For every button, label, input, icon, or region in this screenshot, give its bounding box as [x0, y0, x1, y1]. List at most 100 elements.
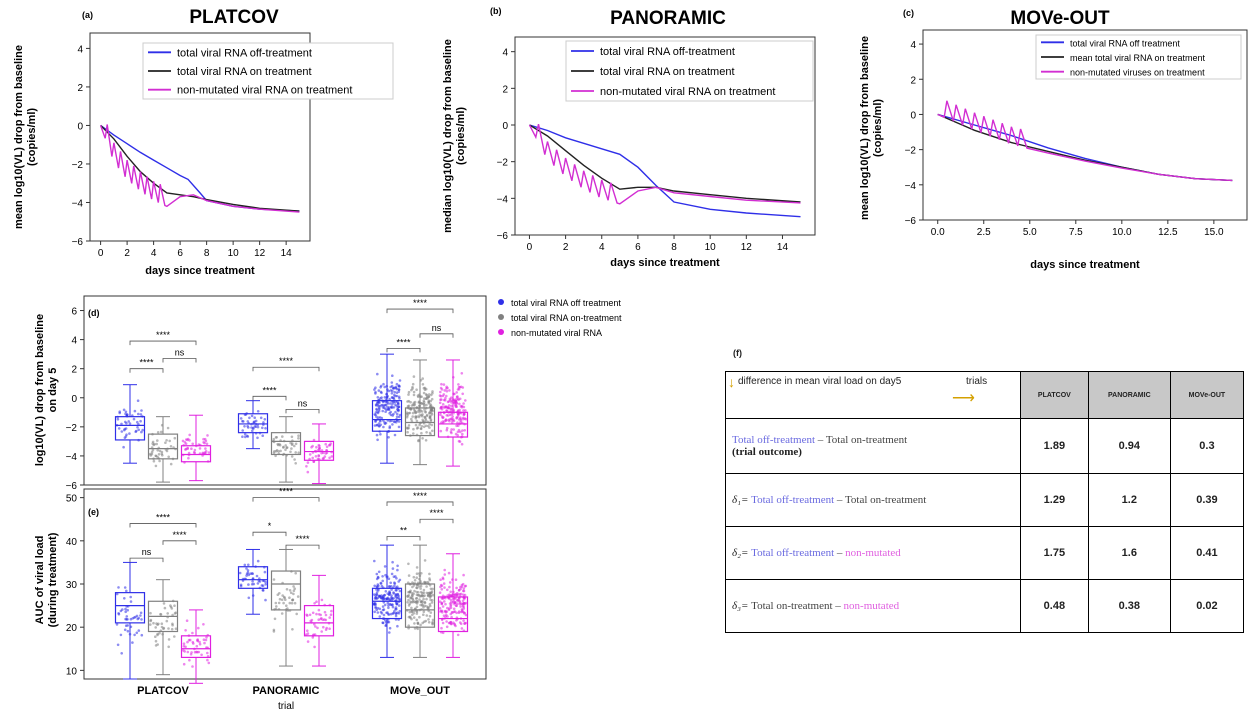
data-point	[415, 576, 419, 579]
data-point	[406, 601, 409, 604]
box-rect	[237, 566, 269, 589]
data-point	[306, 614, 309, 617]
x-tick-label: 2	[124, 248, 130, 259]
significance-label: ****	[172, 530, 187, 540]
data-point	[392, 406, 396, 409]
data-point	[464, 584, 468, 588]
y-tick-label: 4	[77, 44, 83, 55]
data-point	[428, 584, 432, 587]
data-point	[407, 598, 410, 602]
data-point	[460, 442, 464, 446]
data-point	[203, 451, 207, 454]
data-point	[324, 613, 328, 617]
data-point	[456, 430, 460, 434]
data-point	[419, 587, 422, 590]
data-point	[415, 586, 419, 590]
data-point	[414, 423, 418, 427]
data-point	[238, 571, 242, 575]
data-point	[454, 403, 457, 407]
data-point	[282, 445, 285, 449]
x-axis-label: days since treatment	[1030, 259, 1140, 271]
cell-value: 0.41	[1169, 526, 1245, 580]
data-point	[378, 424, 381, 428]
data-point	[277, 443, 280, 447]
data-point	[396, 611, 399, 614]
data-point	[262, 421, 265, 424]
data-point	[313, 645, 316, 649]
data-point	[430, 393, 433, 397]
data-point	[290, 455, 294, 458]
y-tick-label: 2	[502, 84, 508, 95]
x-tick-label: 10	[705, 242, 717, 253]
data-point	[461, 582, 465, 586]
data-point	[428, 577, 431, 580]
header-trials: trials	[966, 376, 988, 387]
significance-label: ns	[432, 323, 442, 333]
data-point	[380, 396, 383, 399]
data-point	[392, 420, 396, 423]
data-point	[438, 607, 442, 610]
data-point	[308, 613, 312, 617]
data-point	[450, 417, 454, 420]
data-point	[430, 590, 434, 593]
data-point	[398, 589, 402, 593]
data-point	[241, 435, 244, 439]
data-point	[407, 594, 411, 597]
data-point	[397, 405, 401, 409]
y-axis-label-group: mean log10(VL) drop from baseline (copies…	[859, 36, 884, 220]
data-point	[284, 444, 288, 447]
data-point	[124, 427, 128, 430]
y-tick-label: 10	[66, 666, 78, 677]
data-point	[311, 444, 314, 448]
data-point	[390, 392, 394, 395]
data-point	[431, 429, 434, 433]
data-point	[292, 585, 295, 588]
data-point	[443, 568, 447, 572]
data-point	[397, 604, 401, 607]
data-point	[243, 425, 246, 428]
data-point	[123, 628, 127, 632]
data-point	[387, 436, 390, 439]
data-point	[128, 432, 131, 435]
data-point	[135, 614, 139, 618]
data-point	[141, 428, 144, 432]
data-point	[297, 451, 301, 455]
y-axis-label-group: log10(VL) drop from baseline on day 5	[34, 314, 59, 466]
significance-bracket	[252, 395, 287, 401]
x-tick-label: 8	[204, 248, 210, 259]
data-point	[462, 402, 465, 405]
data-point	[378, 404, 382, 408]
y-axis-label: mean log10(VL) drop from baseline	[859, 36, 871, 220]
row-label: δ₂= Total off-treatment – non-mutated	[725, 526, 1021, 580]
table-panel-label: (f)	[733, 348, 742, 358]
data-point	[256, 559, 260, 563]
data-point	[198, 642, 202, 646]
y-tick-label: −4	[905, 181, 917, 192]
data-point	[452, 428, 456, 431]
data-point	[306, 632, 310, 635]
data-point	[325, 626, 329, 630]
data-point	[454, 578, 458, 581]
data-point	[412, 616, 416, 619]
x-tick-label: MOVe_OUT	[390, 685, 450, 697]
data-point	[463, 621, 467, 625]
y-tick-label: 50	[66, 494, 78, 505]
data-point	[135, 429, 138, 433]
data-point	[457, 388, 461, 391]
data-point	[428, 596, 432, 599]
data-point	[441, 605, 445, 608]
data-point	[150, 452, 154, 456]
y-axis-label: AUC of viral load	[34, 536, 46, 625]
data-point	[445, 426, 449, 430]
data-point	[422, 610, 426, 613]
data-point	[315, 612, 318, 616]
data-point	[315, 600, 318, 603]
data-point	[149, 618, 153, 622]
data-point	[164, 441, 167, 445]
data-point	[458, 592, 462, 596]
x-tick-label: 12.5	[1158, 227, 1178, 238]
data-point	[392, 401, 395, 404]
data-point	[447, 571, 451, 575]
data-point	[245, 434, 249, 438]
data-point	[292, 592, 295, 596]
